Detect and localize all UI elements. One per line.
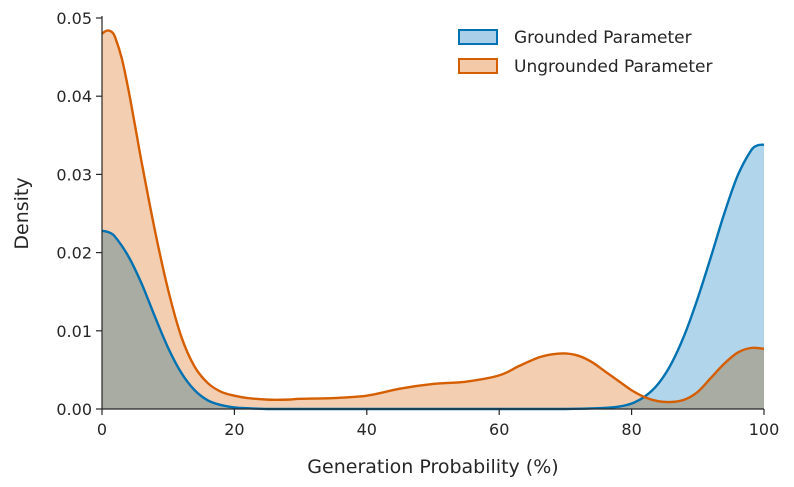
density-fills (102, 30, 764, 410)
x-tick-label: 20 (224, 420, 244, 439)
x-tick-label: 40 (357, 420, 377, 439)
y-tick-label: 0.05 (56, 9, 92, 28)
density-lines (101, 29, 765, 411)
axes (101, 16, 764, 410)
y-tick-label: 0.04 (56, 87, 92, 106)
x-tick-label: 80 (621, 420, 641, 439)
grounded-parameter-density-line (101, 143, 765, 411)
legend-label-grounded-parameter: Grounded Parameter (514, 28, 692, 48)
y-axis-title: Density (11, 177, 33, 249)
y-tick-label: 0.03 (56, 165, 92, 184)
legend-label-ungrounded-parameter: Ungrounded Parameter (514, 57, 712, 77)
ungrounded-parameter-density-fill (102, 30, 764, 410)
y-ticks: 0.00 0.01 0.02 0.03 0.04 0.05 (56, 9, 102, 419)
grounded-parameter-density-fill (102, 144, 764, 409)
y-tick-label: 0.00 (56, 400, 92, 419)
x-axis-title: Generation Probability (%) (307, 456, 558, 478)
ungrounded-parameter-density-line (101, 29, 765, 404)
y-tick-label: 0.02 (56, 244, 92, 263)
legend-swatch-ungrounded-parameter (458, 58, 498, 74)
legend-swatch-grounded-parameter (458, 29, 498, 45)
x-tick-label: 100 (749, 420, 780, 439)
x-ticks: 0 20 40 60 80 100 (97, 409, 779, 439)
x-tick-label: 0 (97, 420, 107, 439)
x-tick-label: 60 (489, 420, 509, 439)
y-tick-label: 0.01 (56, 322, 92, 341)
legend: Grounded Parameter Ungrounded Parameter (458, 28, 712, 77)
